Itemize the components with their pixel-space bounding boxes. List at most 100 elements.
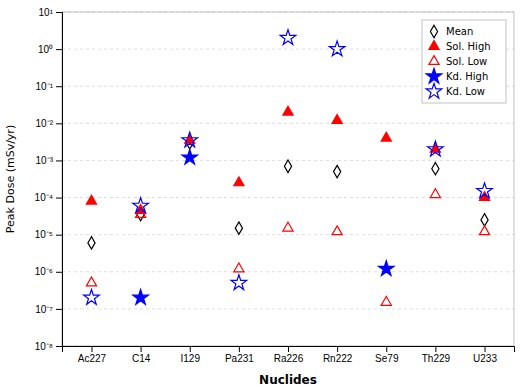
legend-symbol xyxy=(429,56,439,65)
point xyxy=(182,132,198,147)
legend-symbol xyxy=(429,41,439,50)
x-tick-label: Ra226 xyxy=(274,353,304,364)
y-tick-label: 10⁰ xyxy=(38,44,53,55)
y-tick-label: 10⁻³ xyxy=(36,155,54,166)
x-tick-label: Th229 xyxy=(422,353,451,364)
legend-label: Kd. High xyxy=(446,71,488,82)
y-tick-mark xyxy=(56,160,62,161)
plot-area: Ac227 C14 I129 Pa231 Ra226 Rn222 Se79 Th229 U233… xyxy=(35,7,515,364)
x-tick: Th229 xyxy=(422,346,451,364)
x-tick: U233 xyxy=(473,346,497,364)
y-tick: 10⁻⁸ xyxy=(35,341,62,352)
point xyxy=(280,30,296,45)
point xyxy=(284,160,291,172)
y-tick-mark xyxy=(56,49,62,50)
y-tick-label: 10⁻⁴ xyxy=(35,192,53,203)
x-axis-title: Nuclides xyxy=(259,373,317,387)
x-tick: Ra226 xyxy=(274,346,304,364)
y-tick-label: 10⁻⁷ xyxy=(35,304,53,315)
point xyxy=(86,277,96,286)
y-tick-label: 10⁻⁵ xyxy=(35,229,53,240)
series xyxy=(133,149,394,304)
x-tick: C14 xyxy=(132,346,151,364)
x-tick: Se79 xyxy=(375,346,399,364)
legend-item: Kd. Low xyxy=(426,83,485,98)
point xyxy=(428,141,444,156)
legend-symbol xyxy=(430,25,437,37)
plot-frame xyxy=(62,12,514,346)
point xyxy=(234,263,244,272)
y-tick-mark xyxy=(56,346,62,347)
point xyxy=(86,195,96,204)
y-tick-mark xyxy=(56,235,62,236)
x-tick-mark xyxy=(337,346,338,352)
point xyxy=(283,222,293,231)
y-tick-label: 10⁻⁶ xyxy=(35,266,53,277)
point xyxy=(477,183,493,198)
x-tick-mark xyxy=(91,346,92,352)
y-tick-mark xyxy=(56,198,62,199)
series xyxy=(86,189,489,306)
legend-label: Mean xyxy=(446,26,473,37)
y-tick: 10⁻⁷ xyxy=(35,304,62,315)
x-tick: Rn222 xyxy=(323,346,353,364)
point xyxy=(234,177,244,186)
legend-item: Sol. High xyxy=(429,41,491,52)
point xyxy=(235,222,242,234)
point xyxy=(334,165,341,177)
grid-line xyxy=(62,271,514,272)
x-axis: Ac227 C14 I129 Pa231 Ra226 Rn222 Se79 Th229 U233 xyxy=(63,346,515,364)
point xyxy=(430,189,440,198)
x-tick-label: Se79 xyxy=(375,353,399,364)
x-tick-mark xyxy=(190,346,191,352)
y-tick-mark xyxy=(56,272,62,273)
legend-box xyxy=(422,20,506,103)
grid-line xyxy=(62,234,514,235)
grid-line xyxy=(62,197,514,198)
y-tick: 10⁻¹ xyxy=(36,81,62,92)
grid-line xyxy=(62,308,514,309)
point xyxy=(231,275,247,290)
x-tick-mark xyxy=(239,346,240,352)
y-tick: 10⁰ xyxy=(38,44,62,55)
y-tick-mark xyxy=(56,309,62,310)
legend-item: Mean xyxy=(430,25,473,37)
y-tick: 10⁻³ xyxy=(36,155,62,166)
point xyxy=(84,290,100,305)
x-tick-mark xyxy=(435,346,436,352)
chart-container: Ac227 C14 I129 Pa231 Ra226 Rn222 Se79 Th229 U233… xyxy=(0,0,528,392)
x-tick-label: Pa231 xyxy=(225,353,254,364)
legend-symbol xyxy=(426,68,442,83)
y-tick-label: 10⁻¹ xyxy=(36,81,54,92)
legend-label: Sol. High xyxy=(446,41,491,52)
x-tick-mark xyxy=(288,346,289,352)
x-tick: I129 xyxy=(181,346,201,364)
x-tick-label: U233 xyxy=(473,353,497,364)
x-tick-mark xyxy=(485,346,486,352)
y-axis-title: Peak Dose (mSv/yr) xyxy=(4,125,17,233)
legend: Mean Sol. High Sol. Low Kd. High Kd. Low xyxy=(422,20,506,103)
legend-item: Sol. Low xyxy=(429,56,487,67)
series xyxy=(86,106,489,213)
x-tick-mark xyxy=(141,346,142,352)
point xyxy=(432,162,439,174)
point xyxy=(479,226,489,235)
y-tick-mark xyxy=(56,12,62,13)
point xyxy=(283,106,293,115)
legend-label: Kd. Low xyxy=(446,86,485,97)
grid-line xyxy=(62,123,514,124)
x-axis-line xyxy=(63,347,515,353)
x-tick-label: Ac227 xyxy=(78,353,107,364)
y-tick-mark xyxy=(56,86,62,87)
x-tick: Pa231 xyxy=(225,346,254,364)
point xyxy=(133,198,149,213)
point xyxy=(329,41,345,56)
x-tick: Ac227 xyxy=(78,346,107,364)
point xyxy=(182,149,198,164)
y-tick-mark xyxy=(56,123,62,124)
point xyxy=(88,237,95,249)
y-axis-line xyxy=(56,13,63,347)
y-tick: 10¹ xyxy=(39,7,62,18)
y-tick-label: 10¹ xyxy=(39,7,54,18)
x-tick-label: Rn222 xyxy=(323,353,353,364)
